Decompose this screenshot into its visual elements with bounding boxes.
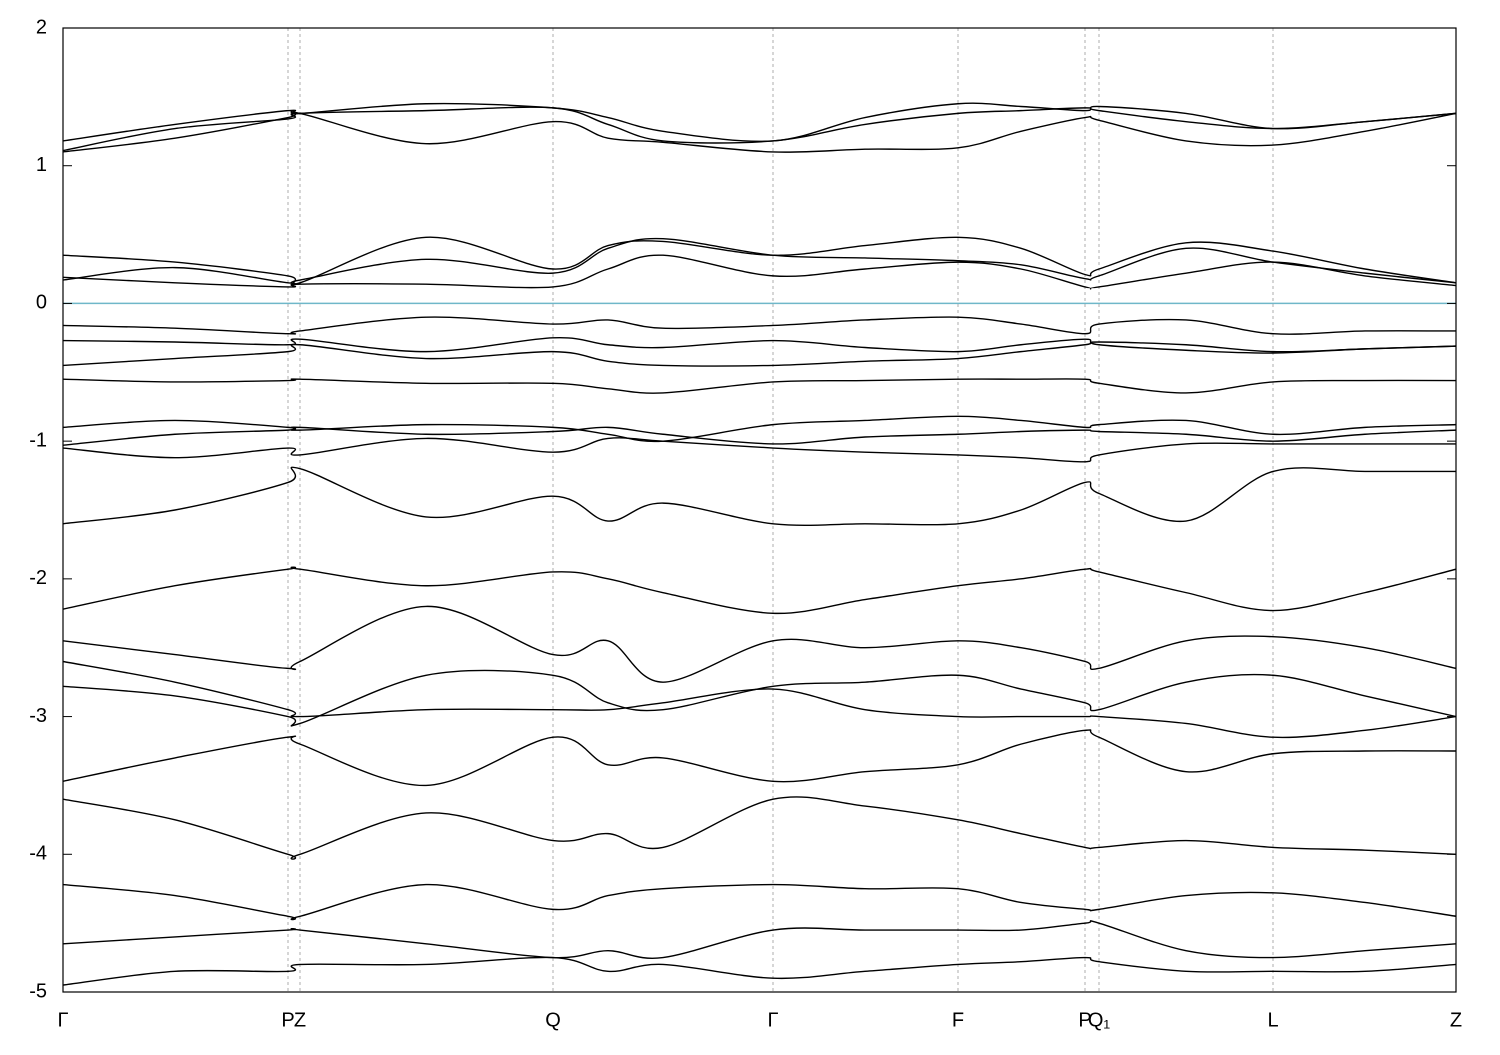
x-tick-label: F [952,1009,964,1031]
band-line [63,237,1456,285]
x-tick-label: L [1267,1009,1278,1031]
band-line [63,796,1456,860]
band-line [63,669,1456,727]
band-line [63,426,1456,446]
y-tick-label: -3 [29,705,47,727]
band-line [63,956,1456,986]
x-tick-label: Q [545,1009,561,1031]
band-line [63,883,1456,921]
grid [62,28,1457,992]
x-tick-label: Z [1450,1009,1462,1031]
band-line [63,337,1456,354]
band-line [63,729,1456,787]
y-tick-label: -5 [29,980,47,1002]
x-tick-label: P [1078,1009,1091,1031]
band-line [63,378,1456,394]
y-tick-label: -2 [29,567,47,589]
band-line [63,316,1456,335]
y-tick-label: -4 [29,843,47,865]
plot-frame [62,27,1457,993]
band-line [63,415,1456,443]
x-tick-label: P [281,1009,294,1031]
band-line [63,236,1456,286]
band-line [63,437,1456,463]
x-tick-label: Q₁ [1088,1009,1111,1031]
bands [63,102,1456,986]
band-line [63,102,1456,143]
x-tick-label: Z [294,1009,306,1031]
band-line [63,254,1456,290]
band-line [63,920,1456,959]
y-tick-label: -1 [29,429,47,451]
band-line [63,566,1456,615]
y-tick-label: 2 [36,16,47,38]
band-line [63,660,1456,739]
x-tick-label: Γ [57,1009,68,1031]
band-line [63,466,1456,526]
band-line [63,110,1456,153]
axes: 210-1-2-3-4-5Γ P Z Q Γ F PQ₁ L Z [29,16,1462,1031]
y-tick-label: 1 [36,154,47,176]
band-line [63,106,1456,152]
band-line [63,341,1456,367]
x-tick-label: Γ [767,1009,778,1031]
y-tick-label: 0 [36,292,47,314]
band-line [63,605,1456,683]
